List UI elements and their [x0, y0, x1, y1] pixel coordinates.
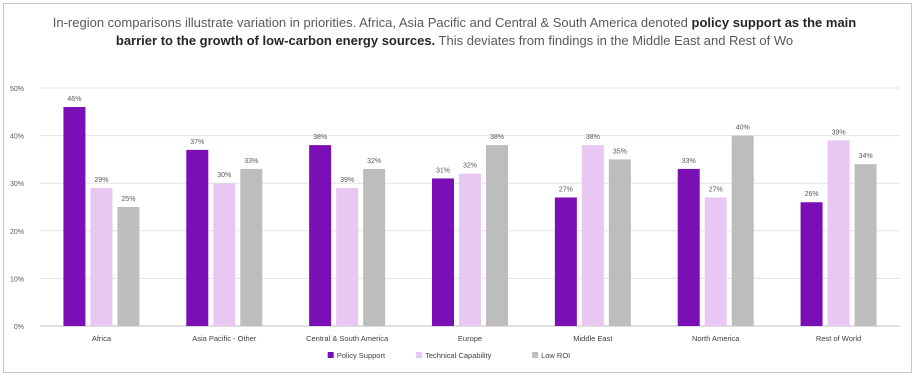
- bar: [186, 149, 209, 326]
- y-tick-label: 0%: [14, 324, 24, 331]
- bar: [459, 173, 481, 326]
- x-tick-label: North America: [692, 334, 740, 343]
- data-label: 38%: [490, 134, 504, 141]
- data-label: 33%: [682, 158, 696, 165]
- legend-swatch: [327, 352, 334, 358]
- legend-label: Low ROI: [541, 351, 570, 360]
- data-label: 31%: [436, 167, 450, 174]
- data-label: 39%: [832, 129, 846, 136]
- bar: [486, 145, 508, 326]
- data-label: 32%: [463, 163, 477, 170]
- bar: [336, 187, 359, 326]
- data-label: 38%: [586, 134, 600, 141]
- bar: [608, 159, 631, 326]
- data-label: 33%: [244, 158, 258, 165]
- y-tick-label: 50%: [10, 86, 24, 93]
- data-label: 34%: [859, 153, 873, 160]
- x-tick-label: Rest of World: [816, 334, 861, 343]
- bar: [704, 197, 727, 326]
- data-label: 32%: [367, 158, 381, 165]
- bar: [432, 178, 454, 326]
- data-label: 27%: [709, 186, 723, 193]
- data-label: 38%: [313, 134, 327, 141]
- y-tick-label: 40%: [10, 134, 24, 141]
- legend-swatch: [532, 352, 539, 358]
- chart-frame: [3, 3, 912, 373]
- x-tick-label: Africa: [92, 334, 112, 343]
- data-label: 25%: [121, 196, 135, 203]
- bar: [117, 207, 140, 326]
- bar: [213, 183, 236, 326]
- bar: [363, 168, 386, 326]
- chart-title: In-region comparisons illustrate variati…: [40, 14, 869, 50]
- bar: [677, 168, 700, 326]
- x-tick-label: Asia Pacific - Other: [192, 334, 257, 343]
- bar: [827, 140, 850, 326]
- y-tick-label: 30%: [10, 181, 24, 188]
- data-label: 35%: [613, 148, 627, 155]
- bar: [581, 145, 604, 326]
- x-tick-label: Europe: [458, 334, 482, 343]
- title-segment-1: policy support as the main barrier to th…: [115, 15, 857, 48]
- data-label: 26%: [805, 191, 819, 198]
- data-label: 39%: [340, 177, 354, 184]
- title-segment-2: This deviates from findings in the Middl…: [435, 33, 794, 48]
- bar: [90, 187, 113, 326]
- bar: [63, 107, 86, 326]
- bar: [309, 145, 332, 326]
- title-segment-0: In-region comparisons illustrate variati…: [52, 15, 692, 30]
- data-label: 30%: [217, 172, 231, 179]
- data-label: 37%: [190, 139, 204, 146]
- y-tick-label: 10%: [10, 276, 24, 283]
- x-tick-label: Middle East: [573, 334, 613, 343]
- bar: [854, 164, 877, 326]
- bar: [800, 202, 823, 326]
- data-label: 29%: [94, 177, 108, 184]
- x-tick-label: Central & South America: [306, 334, 389, 343]
- legend-label: Policy Support: [337, 351, 386, 360]
- data-label: 40%: [736, 125, 750, 132]
- legend-label: Technical Capability: [425, 351, 492, 360]
- legend-swatch: [416, 352, 423, 358]
- data-label: 46%: [67, 96, 81, 103]
- y-tick-label: 20%: [10, 229, 24, 236]
- bar: [731, 135, 754, 326]
- bar: [240, 168, 263, 326]
- bar: [554, 197, 577, 326]
- data-label: 27%: [559, 186, 573, 193]
